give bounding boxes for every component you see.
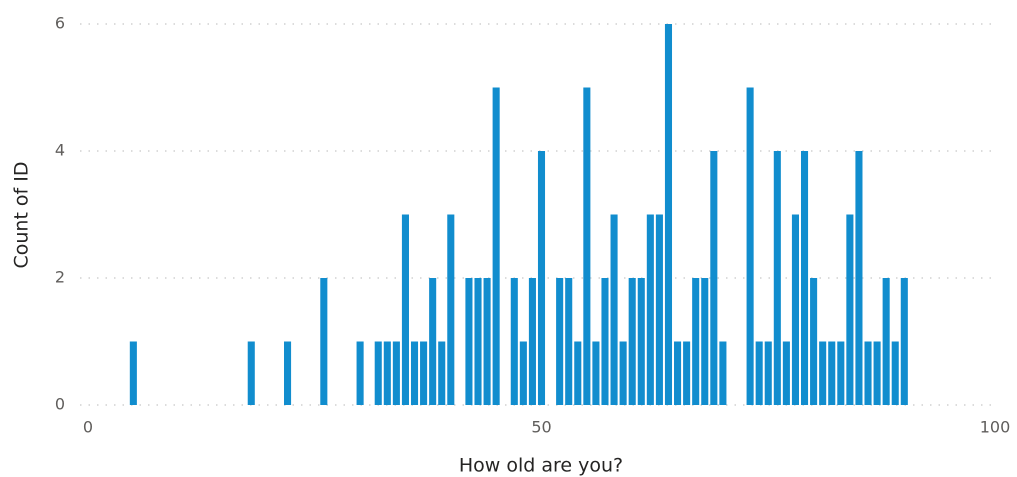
bar (284, 341, 292, 405)
y-tick-label: 0 (55, 395, 65, 414)
bar (610, 214, 618, 405)
bar (701, 278, 709, 405)
bar (637, 278, 645, 405)
bar (828, 341, 836, 405)
bar (864, 341, 872, 405)
bar (474, 278, 482, 405)
bar (410, 341, 419, 405)
bar (692, 278, 700, 405)
bar (746, 87, 754, 405)
y-tick-label: 4 (55, 141, 65, 160)
bar (791, 214, 799, 405)
y-tick-label: 6 (55, 14, 65, 33)
bar (519, 341, 527, 405)
bar (447, 214, 455, 405)
bar (782, 341, 790, 405)
bar (374, 341, 382, 405)
bar (356, 341, 364, 405)
bar (819, 341, 827, 405)
bar (483, 278, 491, 405)
bar (683, 341, 691, 405)
bar (837, 341, 845, 405)
bar (574, 341, 582, 405)
bar (537, 151, 546, 405)
bar (882, 278, 890, 405)
bar (528, 278, 536, 405)
bar (719, 341, 727, 405)
bar (392, 341, 400, 405)
bar (601, 278, 609, 405)
x-tick-label: 0 (83, 418, 93, 437)
bar (773, 151, 781, 405)
bar (401, 214, 409, 405)
bar (492, 87, 500, 405)
bar (891, 341, 899, 405)
bar (710, 151, 718, 405)
bar (655, 214, 663, 405)
bar (438, 341, 446, 405)
bar (583, 87, 591, 405)
x-axis-title: How old are you? (459, 455, 623, 477)
bar (465, 278, 473, 405)
bar (510, 278, 518, 405)
bar (556, 278, 564, 405)
bar (764, 341, 772, 405)
y-tick-label: 2 (55, 268, 65, 287)
bar (592, 341, 600, 405)
bar (628, 278, 636, 405)
bar (810, 278, 818, 405)
bar (900, 278, 908, 405)
x-tick-label: 100 (980, 418, 1011, 437)
bar (873, 341, 881, 405)
bar (429, 278, 437, 405)
y-axis-title: Count of ID (11, 161, 33, 268)
bar (565, 278, 573, 405)
bar (674, 341, 682, 405)
bar (755, 341, 763, 405)
bar (855, 151, 863, 405)
bar (420, 341, 428, 405)
bar (320, 278, 328, 405)
bar (619, 341, 627, 405)
bar (846, 214, 854, 405)
bar (800, 151, 809, 405)
x-tick-label: 50 (531, 418, 551, 437)
bar (129, 341, 137, 405)
bar (383, 341, 391, 405)
bar (664, 24, 673, 405)
bar (247, 341, 255, 405)
bar (646, 214, 654, 405)
